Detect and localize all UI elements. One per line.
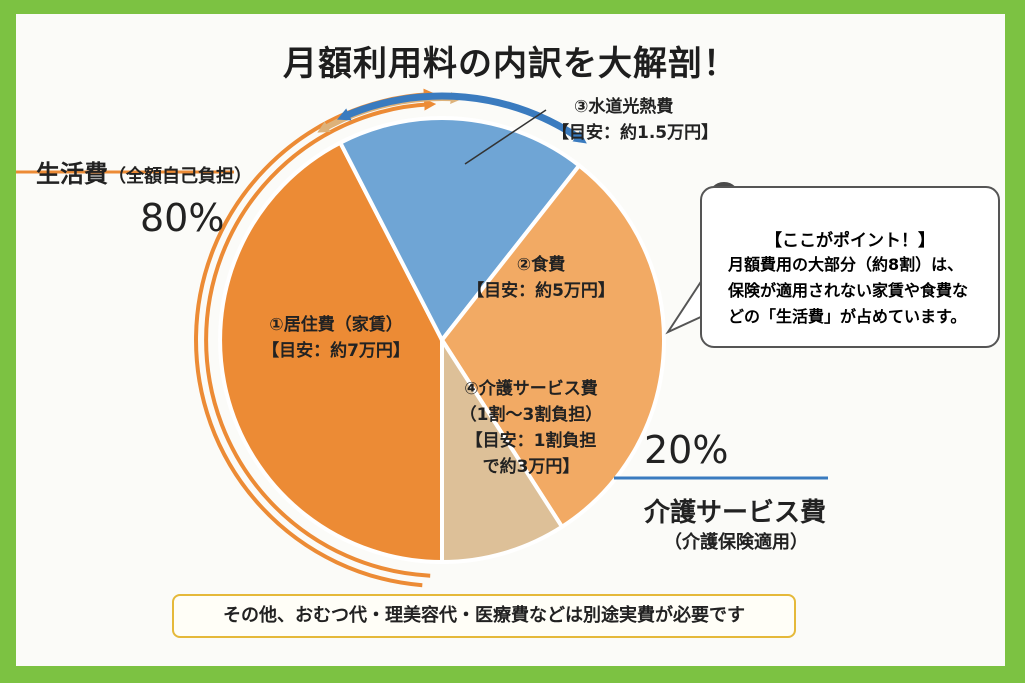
group-care-sub: （介護保険適用） — [664, 532, 808, 553]
food-note: 【目安：約5万円】 — [467, 281, 615, 301]
pie-slice-housing — [218, 140, 444, 565]
slice-label-water: ③水道光熱費 【目安：約1.5万円】 — [552, 94, 718, 146]
care-note2: 【目安：1割負担 — [465, 431, 597, 451]
group-care-label: 介護サービス費 — [644, 498, 827, 528]
infographic-panel: 月額利用料の内訳を大解剖！ ①居住費（家賃） 【目安：約 — [16, 14, 1005, 666]
point-callout: 【ここがポイント！】 月額費用の大部分（約8割）は、 保険が適用されない家賃や食… — [700, 186, 1000, 348]
group-life-sub: （全額自己負担） — [108, 166, 252, 187]
pie-chart — [16, 88, 828, 588]
life-expense-arrow-inner — [204, 98, 437, 578]
slice-label-care: ④介護サービス費 （1割～3割負担） 【目安：1割負担 で約3万円】 — [446, 376, 616, 480]
water-name: ③水道光熱費 — [574, 97, 674, 117]
care-note3: で約3万円】 — [482, 457, 580, 477]
pie-slice-water — [440, 333, 565, 565]
water-note: 【目安：約1.5万円】 — [552, 123, 719, 143]
housing-note: 【目安：約7万円】 — [262, 341, 410, 361]
slice-label-housing: ①居住費（家賃） 【目安：約7万円】 — [246, 312, 426, 364]
water-leader-line — [464, 109, 547, 165]
footer-note: その他、おむつ代・理美容代・医療費などは別途実費が必要です — [172, 594, 796, 638]
care-service-arrow — [336, 92, 587, 144]
food-name: ②食費 — [516, 255, 566, 275]
care-name: ④介護サービス費 — [464, 379, 598, 399]
callout-title: 【ここがポイント！】 — [765, 231, 935, 251]
page-title: 月額利用料の内訳を大解剖！ — [283, 44, 738, 84]
housing-name: ①居住費（家賃） — [269, 315, 403, 335]
group-life-title: 生活費 — [36, 160, 108, 188]
group-care-percent: 20% — [644, 428, 729, 472]
pie-slice-food — [439, 162, 666, 530]
callout-line: 月額費用の大部分（約8割）は、 — [728, 255, 964, 274]
slice-label-food: ②食費 【目安：約5万円】 — [456, 252, 626, 304]
callout-line: 保険が適用されない家賃や食費な — [728, 281, 969, 300]
callout-body: 月額費用の大部分（約8割）は、 保険が適用されない家賃や食費な どの「生活費」が… — [728, 252, 988, 330]
group-life-label: 生活費（全額自己負担） — [36, 154, 252, 189]
care-note: （1割～3割負担） — [459, 405, 603, 425]
group-life-percent: 80% — [140, 196, 225, 240]
callout-line: どの「生活費」が占めています。 — [728, 307, 967, 326]
